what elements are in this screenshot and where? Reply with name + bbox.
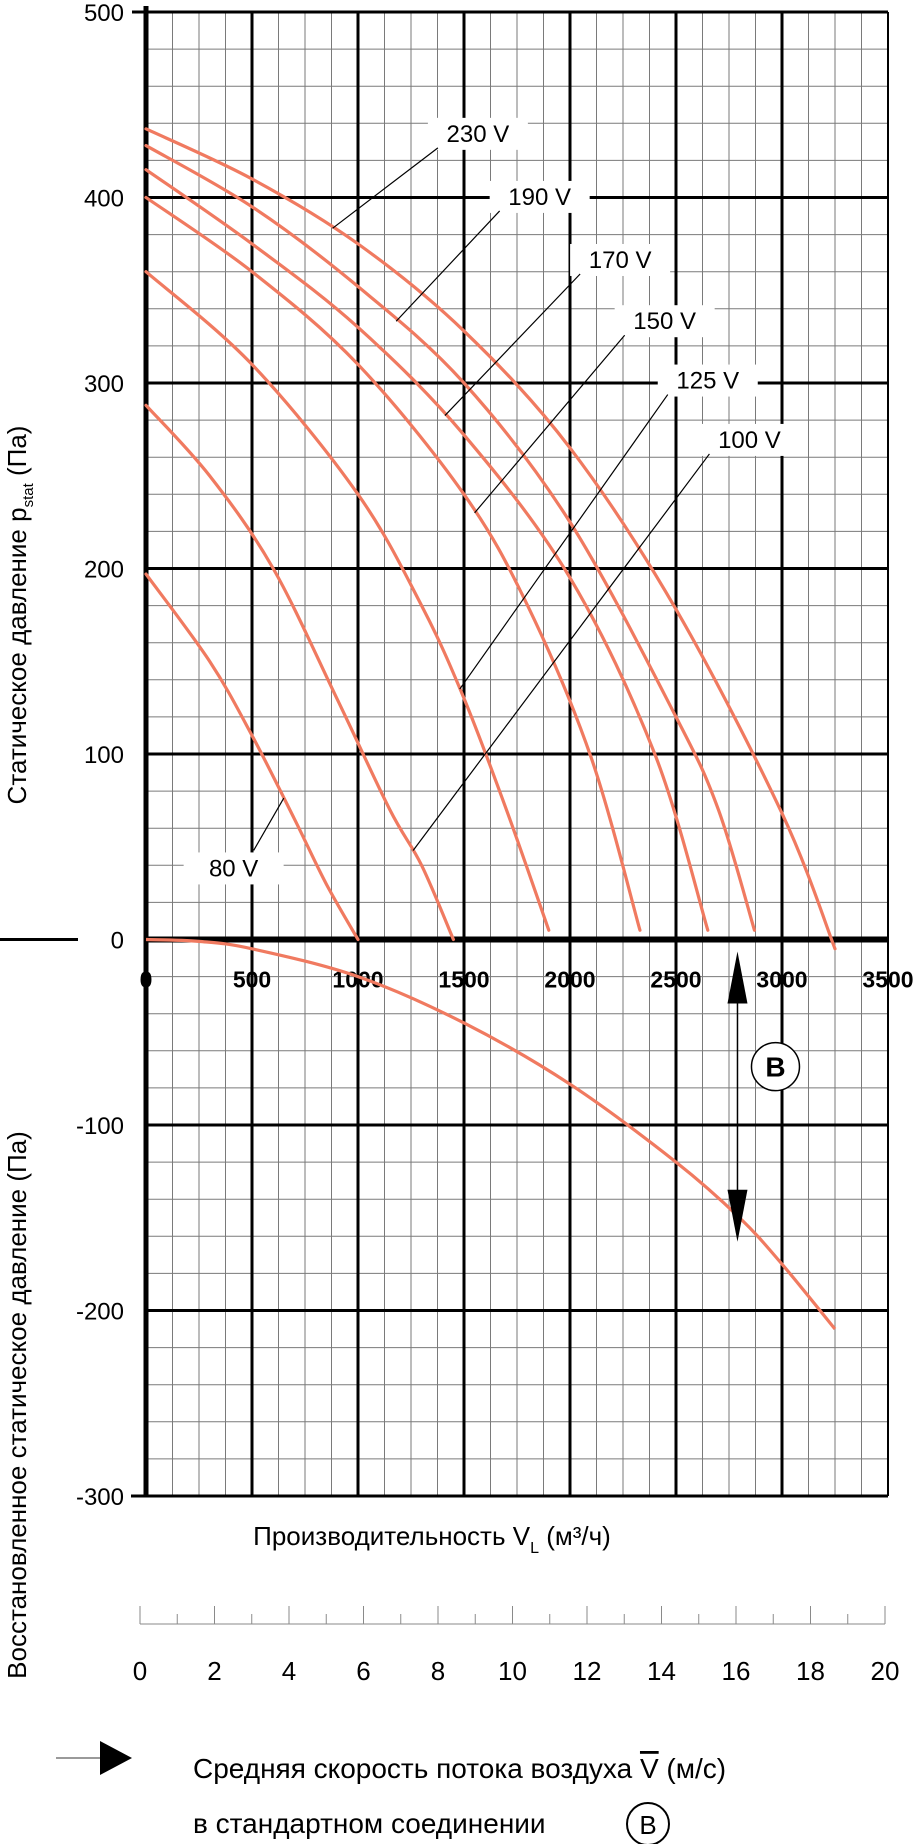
legend-v-bar: V [640, 1753, 659, 1784]
legend-line-1: Средняя скорость потока воздуха V (м/с) [193, 1753, 726, 1784]
b-marker-circle [750, 1041, 801, 1092]
y-axis-title-upper: Статическое давление pstat (Па) [2, 426, 37, 805]
y-tick-label: 200 [84, 557, 124, 584]
velocity-tick-label: 10 [498, 1656, 527, 1686]
curve-label-bg [570, 243, 671, 276]
curve-label-leader [459, 394, 669, 690]
legend-b-circle [626, 1802, 670, 1844]
curve-label: 170 V [589, 247, 652, 274]
x-tick-label: 3500 [862, 967, 913, 993]
curve-label-bg [614, 305, 715, 338]
legend-b-label: B [639, 1810, 656, 1840]
legend-arrow-head [100, 1741, 132, 1775]
curve-100v [144, 403, 455, 942]
curve-125v [144, 270, 551, 932]
curve-label-bg [427, 117, 528, 150]
velocity-tick-label: 4 [282, 1656, 296, 1686]
x-axis-title: Производительность VL (м³/ч) [253, 1521, 611, 1557]
x-axis-title-unit: (м³/ч) [539, 1521, 611, 1551]
curve-150v [144, 195, 642, 932]
velocity-tick-label: 14 [647, 1656, 676, 1686]
curve-170v [144, 168, 710, 932]
x-tick-label: 1500 [438, 967, 489, 993]
curve-label-leader [332, 147, 439, 229]
velocity-tick-label: 6 [356, 1656, 370, 1686]
curve-label-bg [657, 364, 758, 397]
y-tick-label: -100 [76, 1113, 124, 1140]
legend-line-2: в стандартном соединении [193, 1808, 546, 1839]
b-marker-arrow-down [727, 1189, 748, 1242]
curve-recovery-pressure [145, 937, 837, 1331]
curve-190v [144, 143, 757, 932]
x-tick-label: 0 [140, 967, 153, 993]
y-tick-label: 100 [84, 742, 124, 769]
y-axis-title-upper-unit: (Па) [2, 426, 32, 484]
curve-label-bg [183, 852, 284, 885]
y-axis-title-lower: Восстановленное статическое давление (Па… [2, 1131, 32, 1679]
curve-label-leader [395, 210, 501, 322]
velocity-tick-label: 20 [871, 1656, 900, 1686]
y-tick-label: -300 [76, 1484, 124, 1511]
x-tick-label: 2000 [544, 967, 595, 993]
velocity-tick-label: 18 [796, 1656, 825, 1686]
y-tick-label: 0 [111, 928, 124, 955]
axes [0, 6, 889, 1498]
curve-230v [144, 127, 837, 951]
y-tick-label: 400 [84, 186, 124, 213]
velocity-tick-label: 8 [431, 1656, 445, 1686]
curve-label: 150 V [633, 308, 696, 335]
curve-label-bg [699, 423, 800, 456]
velocity-tick-label: 2 [207, 1656, 221, 1686]
performance-curves [144, 127, 837, 1331]
x-tick-label: 3000 [756, 967, 807, 993]
velocity-tick-label: 0 [133, 1656, 147, 1686]
curve-label-leader [474, 334, 626, 514]
x-tick-label: 500 [233, 967, 271, 993]
x-tick-label: 2500 [650, 967, 701, 993]
curve-label: 190 V [508, 184, 571, 211]
curve-label-leader [412, 453, 710, 851]
y-tick-label: 300 [84, 371, 124, 398]
curve-label: 230 V [447, 121, 510, 148]
curve-label-bg [489, 180, 590, 213]
curve-label: 80 V [209, 855, 258, 882]
b-marker-label: B [765, 1052, 785, 1083]
y-axis-title-upper-sub: stat [20, 482, 37, 507]
x-axis-title-sub: L [530, 1540, 539, 1557]
b-marker: B [727, 951, 801, 1242]
curve-label-leader [444, 273, 581, 416]
velocity-axis: 0 2 4 6 8 10 12 14 16 18 20 [133, 1606, 900, 1686]
y-tick-label: 500 [84, 0, 124, 27]
curve-label-leaders: 230 V 190 V 170 V 150 V 125 V 100 V 80 V [183, 117, 800, 885]
curve-label: 125 V [676, 368, 739, 395]
curve-80v [144, 572, 360, 942]
curve-label-leader [253, 797, 285, 851]
y-tick-label: -200 [76, 1299, 124, 1326]
velocity-tick-label: 12 [573, 1656, 602, 1686]
curve-label: 100 V [718, 427, 781, 454]
b-marker-arrow-up [727, 951, 748, 1004]
velocity-tick-label: 16 [722, 1656, 751, 1686]
